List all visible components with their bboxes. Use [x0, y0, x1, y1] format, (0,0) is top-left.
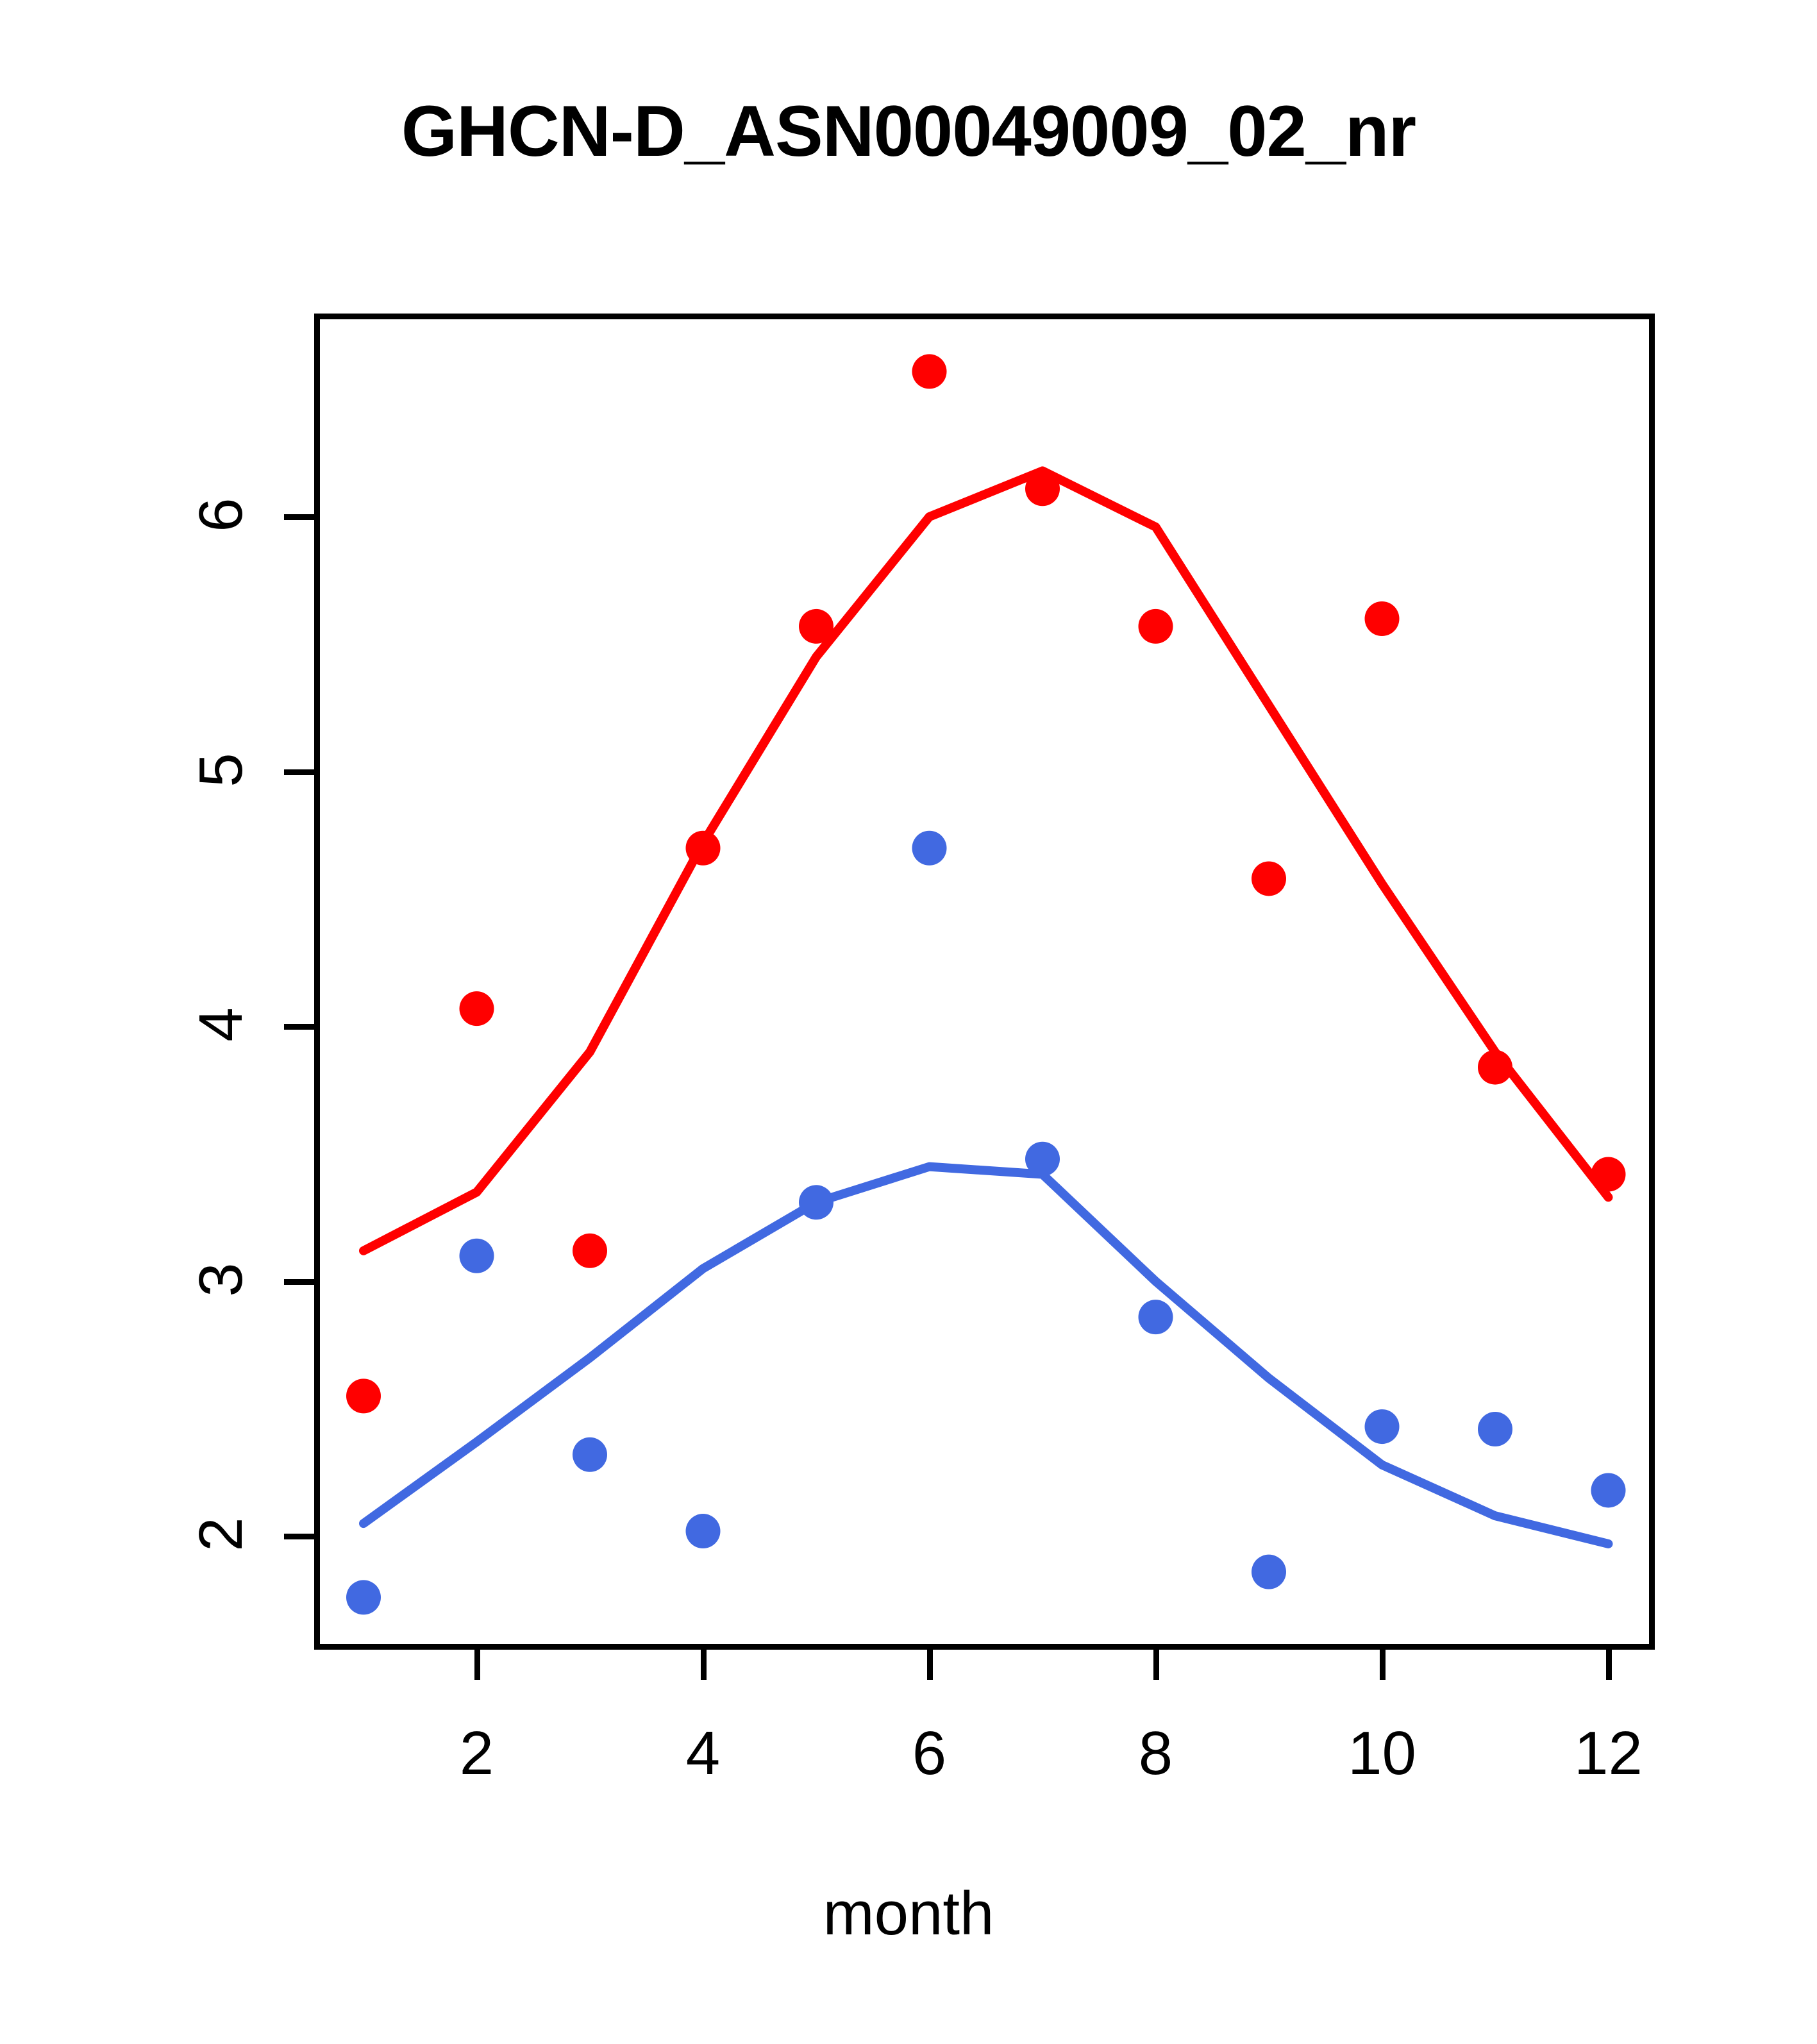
chart-title: GHCN-D_ASN00049009_02_nr [401, 91, 1416, 171]
x-tick-mark [474, 1650, 480, 1680]
y-tick-mark [284, 1534, 314, 1539]
y-tick-mark [284, 769, 314, 775]
y-tick-label: 4 [187, 1007, 255, 1042]
x-tick-label: 6 [912, 1719, 947, 1788]
y-tick-label: 6 [187, 498, 255, 532]
x-tick-label: 4 [685, 1719, 721, 1788]
y-tick-label: 5 [187, 752, 255, 787]
x-tick-label: 10 [1348, 1719, 1416, 1788]
x-tick-mark [700, 1650, 707, 1680]
plot-area [314, 314, 1655, 1650]
x-tick-mark [926, 1650, 933, 1680]
y-tick-mark [284, 514, 314, 520]
y-tick-label: 2 [187, 1517, 255, 1552]
x-axis-label: month [823, 1879, 994, 1948]
x-tick-mark [1153, 1650, 1159, 1680]
x-tick-label: 12 [1574, 1719, 1643, 1788]
x-tick-label: 8 [1138, 1719, 1173, 1788]
x-tick-label: 2 [459, 1719, 494, 1788]
y-tick-mark [284, 1278, 314, 1285]
y-tick-mark [284, 1024, 314, 1030]
x-tick-mark [1379, 1650, 1386, 1680]
y-tick-label: 3 [187, 1262, 255, 1297]
x-tick-mark [1605, 1650, 1612, 1680]
